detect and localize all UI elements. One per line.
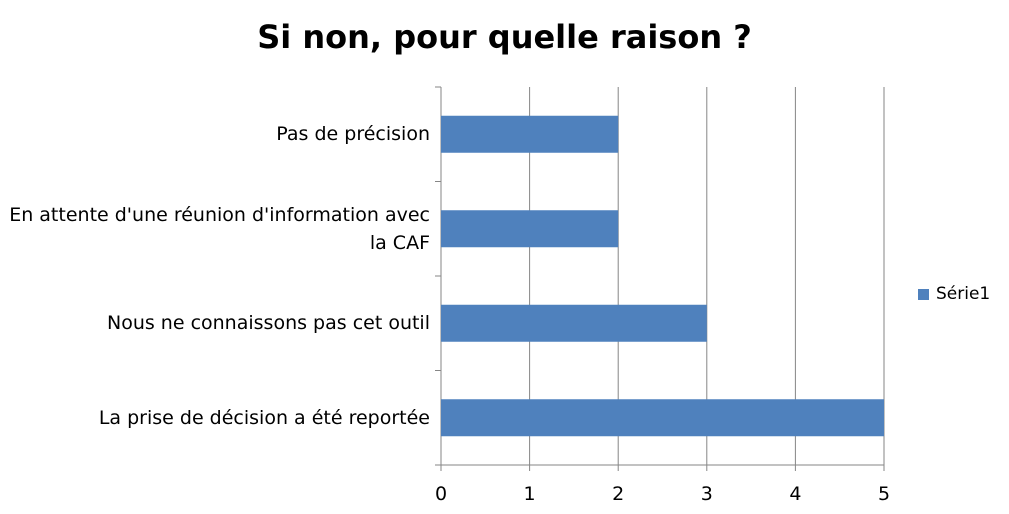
x-tick-label: 1 xyxy=(524,483,536,505)
x-tick-label: 4 xyxy=(789,483,801,505)
category-label: Pas de précision xyxy=(276,123,430,146)
chart-title: Si non, pour quelle raison ? xyxy=(257,18,752,56)
category-label: La prise de décision a été reportée xyxy=(98,406,430,429)
category-label: En attente d'une réunion d'information a… xyxy=(9,203,430,254)
x-tick-label: 0 xyxy=(435,483,447,505)
bar xyxy=(441,304,707,342)
bar xyxy=(441,399,884,437)
legend-swatch xyxy=(918,288,929,300)
x-tick-label: 2 xyxy=(612,483,624,505)
x-tick-label: 3 xyxy=(701,483,713,505)
bar xyxy=(441,210,619,248)
legend: Série1 xyxy=(918,284,990,304)
bar xyxy=(441,115,619,153)
x-tick-label: 5 xyxy=(878,483,890,505)
legend-label: Série1 xyxy=(936,284,991,304)
category-label: Nous ne connaissons pas cet outil xyxy=(106,312,430,335)
